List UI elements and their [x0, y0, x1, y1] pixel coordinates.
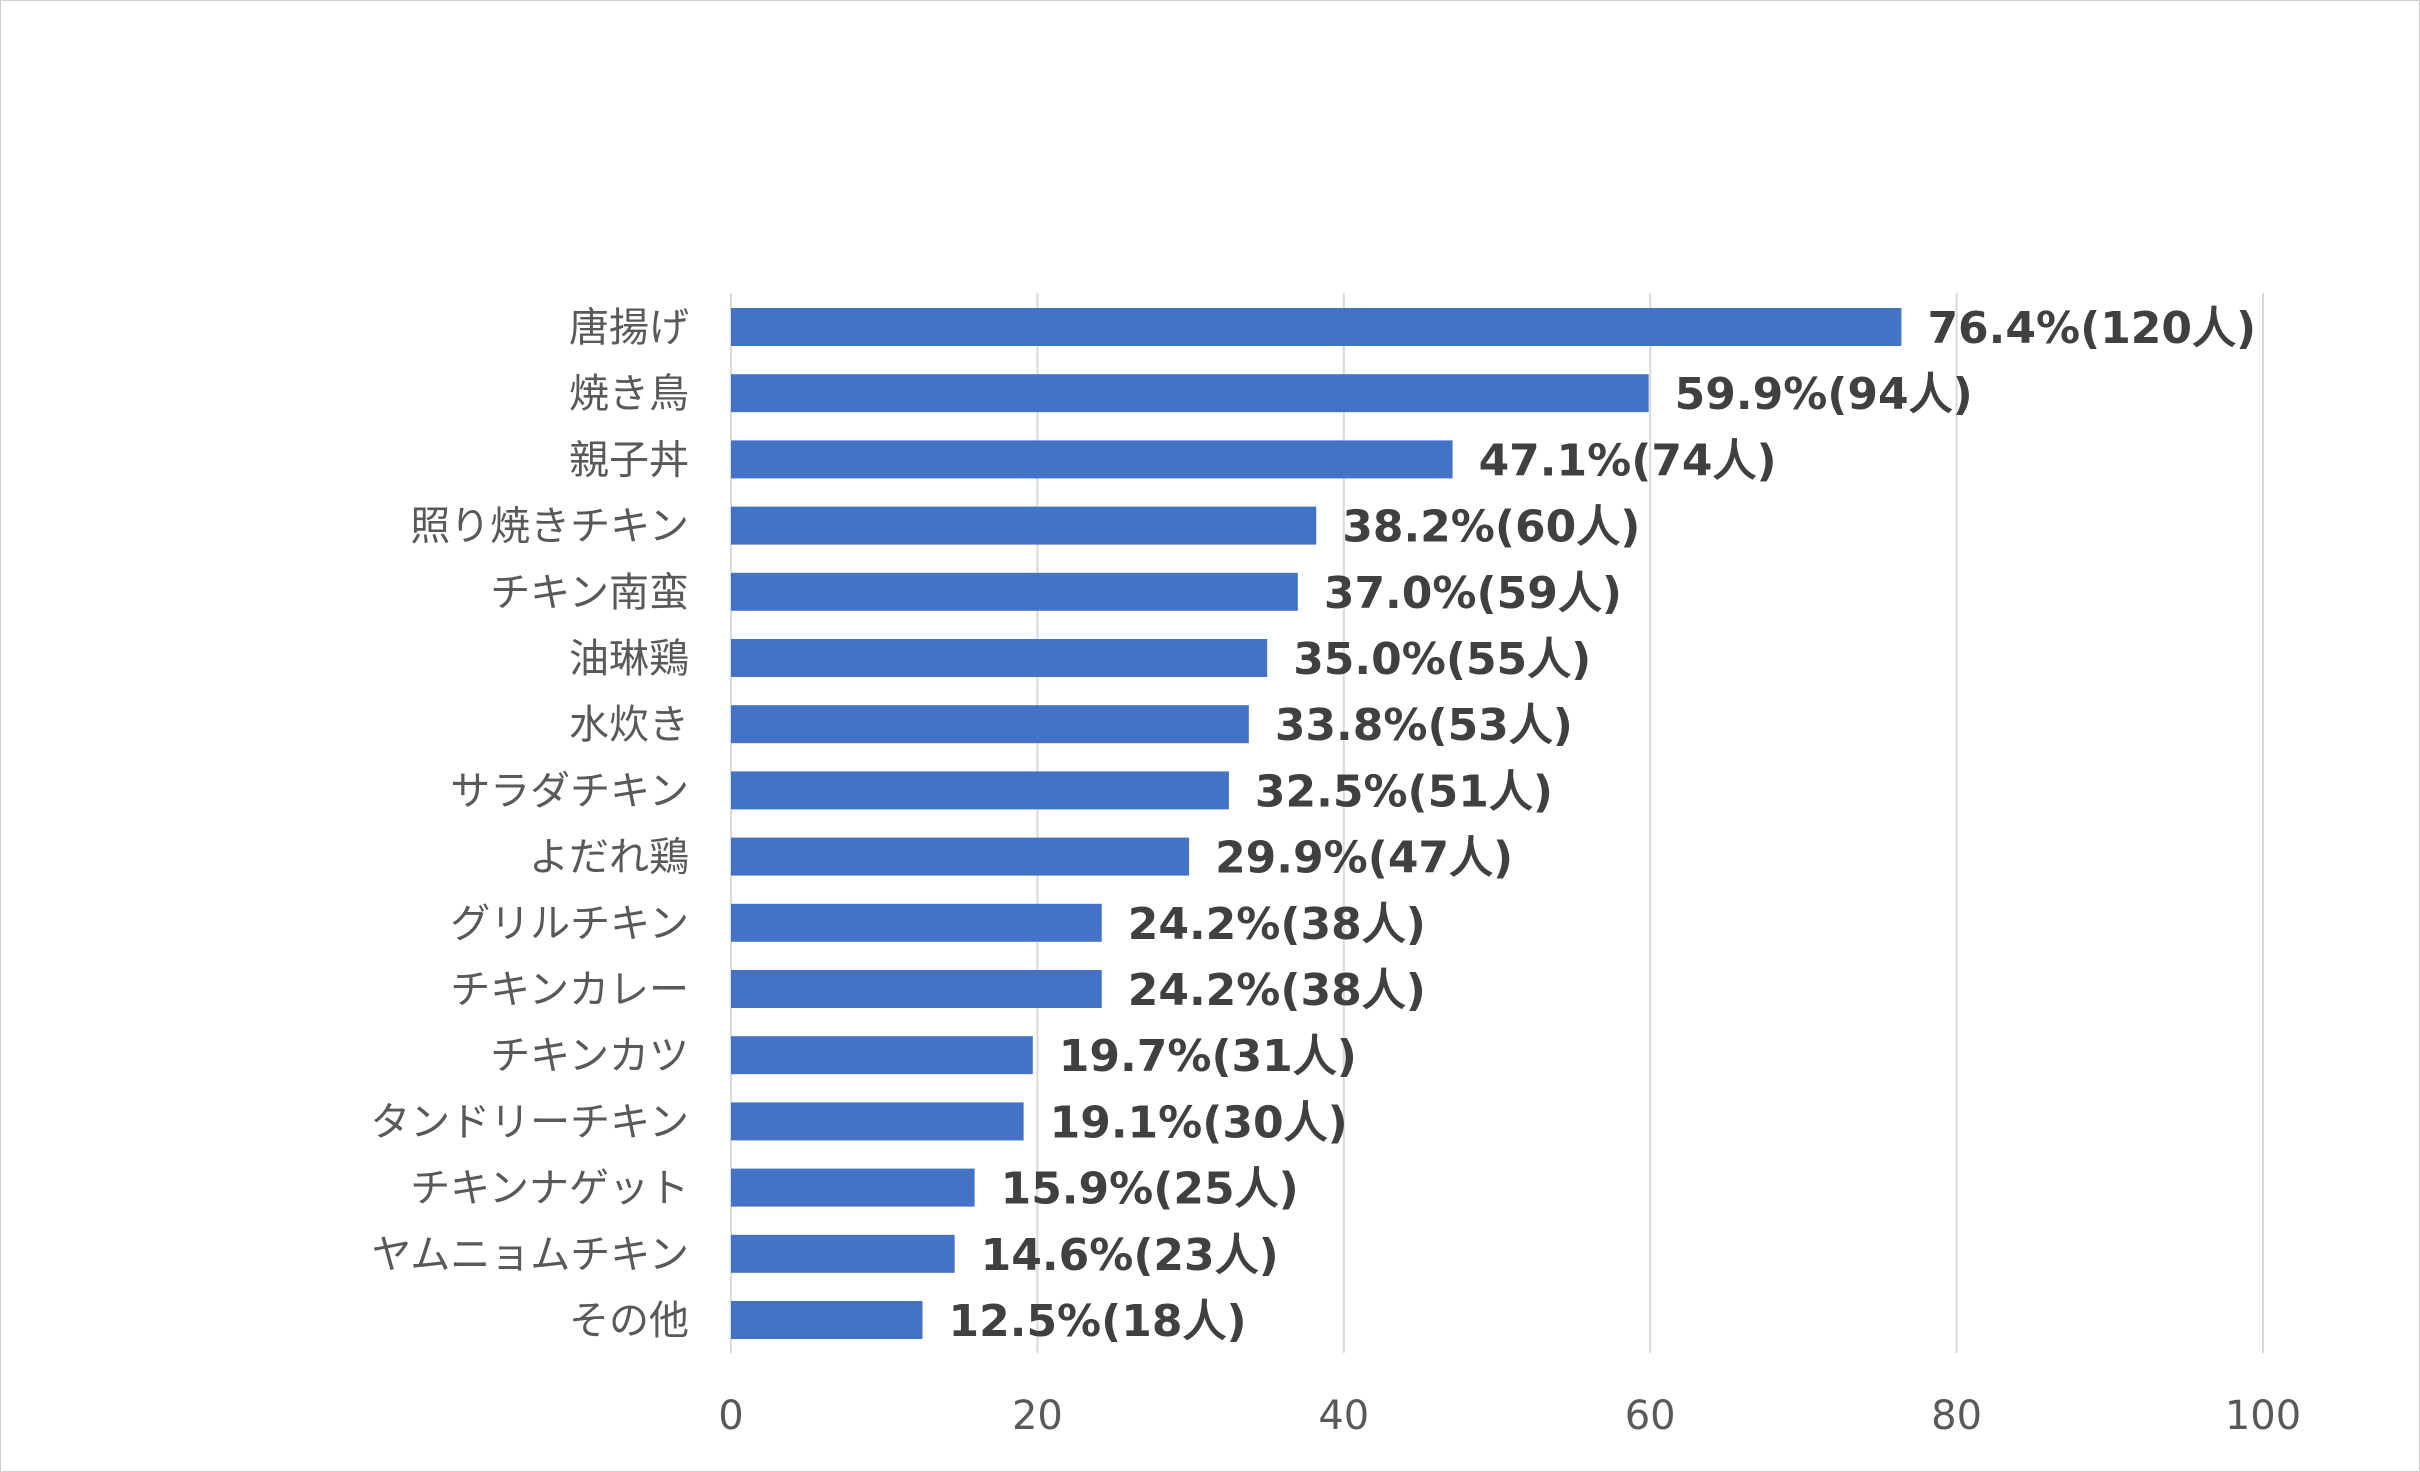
category-label: よだれ鶏 — [529, 835, 689, 881]
bar — [731, 705, 1249, 744]
category-label: チキンカツ — [490, 1033, 689, 1079]
bar — [731, 374, 1649, 413]
category-label: チキンカレー — [450, 967, 689, 1013]
category-label: サラダチキン — [450, 768, 689, 814]
category-label: チキンナゲット — [410, 1166, 689, 1212]
category-label: 親子丼 — [569, 437, 689, 483]
data-label: 24.2%(38人) — [1128, 965, 1426, 1016]
bar — [731, 506, 1317, 545]
data-label: 29.9%(47人) — [1215, 833, 1513, 884]
data-label: 33.8%(53人) — [1275, 700, 1573, 751]
bar — [731, 1234, 955, 1273]
bar — [731, 1036, 1033, 1075]
category-label: ヤムニョムチキン — [371, 1232, 689, 1278]
bar — [731, 1102, 1024, 1141]
data-label: 24.2%(38人) — [1128, 899, 1426, 950]
category-label: タンドリーチキン — [370, 1099, 689, 1145]
x-tick-label: 20 — [1012, 1393, 1063, 1439]
x-axis-tick-labels: 0 20 40 60 80 100 — [718, 1393, 2301, 1439]
data-label: 19.1%(30人) — [1050, 1097, 1348, 1148]
bar — [731, 440, 1453, 479]
bar — [731, 837, 1190, 876]
data-label: 47.1%(74人) — [1479, 435, 1777, 486]
data-label: 15.9%(25人) — [1001, 1164, 1299, 1215]
data-label: 14.6%(23人) — [981, 1230, 1279, 1281]
category-label: その他 — [569, 1298, 689, 1344]
category-label: 照り焼きチキン — [410, 504, 689, 550]
bar — [731, 639, 1268, 677]
data-label: 35.0%(55人) — [1293, 634, 1591, 685]
category-label: グリルチキン — [450, 901, 689, 947]
bars — [731, 308, 1902, 1339]
data-label: 32.5%(51人) — [1255, 766, 1553, 817]
bar — [731, 1168, 975, 1207]
x-tick-label: 60 — [1625, 1393, 1676, 1439]
category-label: 焼き鳥 — [569, 371, 689, 417]
data-label: 19.7%(31人) — [1059, 1031, 1357, 1082]
category-label: 油琳鶏 — [569, 636, 689, 682]
x-tick-label: 40 — [1318, 1393, 1369, 1439]
bar — [731, 1301, 923, 1339]
category-label: 水炊き — [569, 702, 689, 748]
data-label: 37.0%(59人) — [1324, 568, 1622, 619]
x-tick-label: 0 — [718, 1393, 743, 1439]
data-label: 38.2%(60人) — [1342, 502, 1640, 553]
bar — [731, 771, 1229, 810]
bar — [731, 970, 1102, 1008]
bar — [731, 572, 1298, 611]
bar — [731, 903, 1102, 942]
x-tick-label: 100 — [2225, 1393, 2301, 1439]
bar — [731, 308, 1902, 346]
category-label: チキン南蛮 — [490, 570, 689, 616]
x-tick-label: 80 — [1931, 1393, 1982, 1439]
data-label: 76.4%(120人) — [1927, 303, 2256, 354]
data-label: 12.5%(18人) — [949, 1296, 1247, 1347]
category-labels: 唐揚げ焼き鳥親子丼照り焼きチキンチキン南蛮油琳鶏水炊きサラダチキンよだれ鶏グリル… — [370, 305, 689, 1344]
data-labels: 76.4%(120人) 59.9%(94人) 47.1%(74人) 38.2%(60人… — [949, 303, 2257, 1347]
data-label: 59.9%(94人) — [1675, 369, 1973, 420]
category-label: 唐揚げ — [569, 305, 689, 351]
